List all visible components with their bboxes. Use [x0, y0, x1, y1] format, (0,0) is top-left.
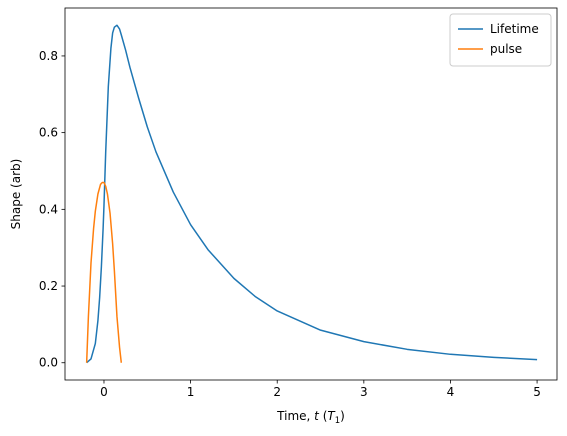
axes-frame: [64, 7, 558, 381]
y-tick-label: 0.0: [39, 356, 58, 370]
y-tick-label: 0.4: [39, 202, 58, 216]
x-tick-label: 1: [187, 385, 195, 399]
x-axis-ticks: 0 1 2 3 4 5: [100, 380, 541, 399]
legend-label-pulse: pulse: [490, 42, 522, 56]
x-tick-label: 5: [533, 385, 541, 399]
y-tick-label: 0.6: [39, 126, 58, 140]
y-tick-label: 0.8: [39, 49, 58, 63]
series-line-lifetime: [86, 24, 538, 364]
legend-box: [449, 13, 552, 67]
x-axis-label: Time, t (T1): [276, 409, 345, 426]
y-axis-label: Shape (arb): [9, 159, 23, 230]
x-tick-label: 2: [273, 385, 281, 399]
y-axis-ticks: 0.0 0.2 0.4 0.6 0.8: [39, 49, 65, 370]
series-line-pulse: [85, 181, 123, 363]
legend: Lifetime pulse: [449, 13, 552, 67]
plot-area: [65, 8, 557, 380]
x-tick-label: 3: [360, 385, 368, 399]
axes-spines: [64, 7, 558, 381]
series-layer: [85, 24, 538, 364]
x-tick-label: 0: [100, 385, 108, 399]
legend-label-lifetime: Lifetime: [490, 22, 539, 36]
x-tick-label: 4: [447, 385, 455, 399]
y-tick-label: 0.2: [39, 279, 58, 293]
